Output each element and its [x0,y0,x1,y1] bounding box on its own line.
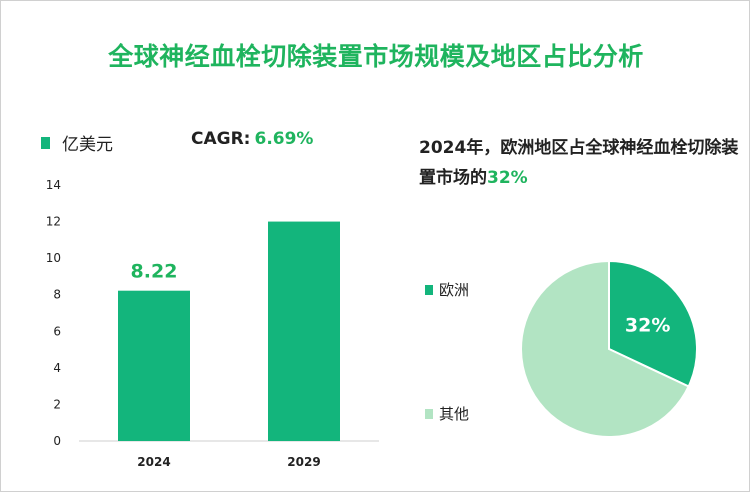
region-share-note: 2024年，欧洲地区占全球神经血栓切除装置市场的32% [419,133,739,193]
x-tick-label: 2029 [287,455,320,469]
region-share-note-value: 32% [487,168,528,188]
y-tick-label: 4 [53,361,61,375]
pie-legend-europe-swatch [425,284,433,295]
y-tick-label: 10 [46,251,61,265]
unit-legend: 亿美元 [41,130,113,155]
bar [268,221,340,441]
region-share-note-text: 2024年，欧洲地区占全球神经血栓切除装置市场的 [419,138,739,188]
pie-legend-other-label: 其他 [439,405,470,423]
y-tick-label: 14 [46,178,61,192]
pie-legend-europe-label: 欧洲 [439,281,470,299]
y-tick-label: 12 [46,215,61,229]
chart-title: 全球神经血栓切除装置市场规模及地区占比分析 [108,42,644,71]
pie-legend-europe: 欧洲 [425,279,469,300]
y-tick-label: 6 [53,324,61,338]
pie-data-label: 32% [625,314,670,336]
pie-slice [520,259,690,438]
y-tick-label: 8 [53,288,61,302]
unit-legend-swatch [41,136,50,149]
x-tick-label: 2024 [137,455,170,469]
cagr-text: CAGR: [191,129,251,149]
cagr-value: 6.69% [254,129,314,149]
bar [118,290,190,441]
y-tick-label: 0 [53,434,61,448]
y-tick-label: 2 [53,397,61,411]
pie-legend-other: 其他 [425,403,469,424]
bar-data-label: 8.22 [131,261,178,283]
pie-legend-other-swatch [425,408,433,419]
unit-legend-label: 亿美元 [62,135,113,155]
cagr-label: CAGR: 6.69% [191,129,313,149]
pie-slice [608,259,698,388]
